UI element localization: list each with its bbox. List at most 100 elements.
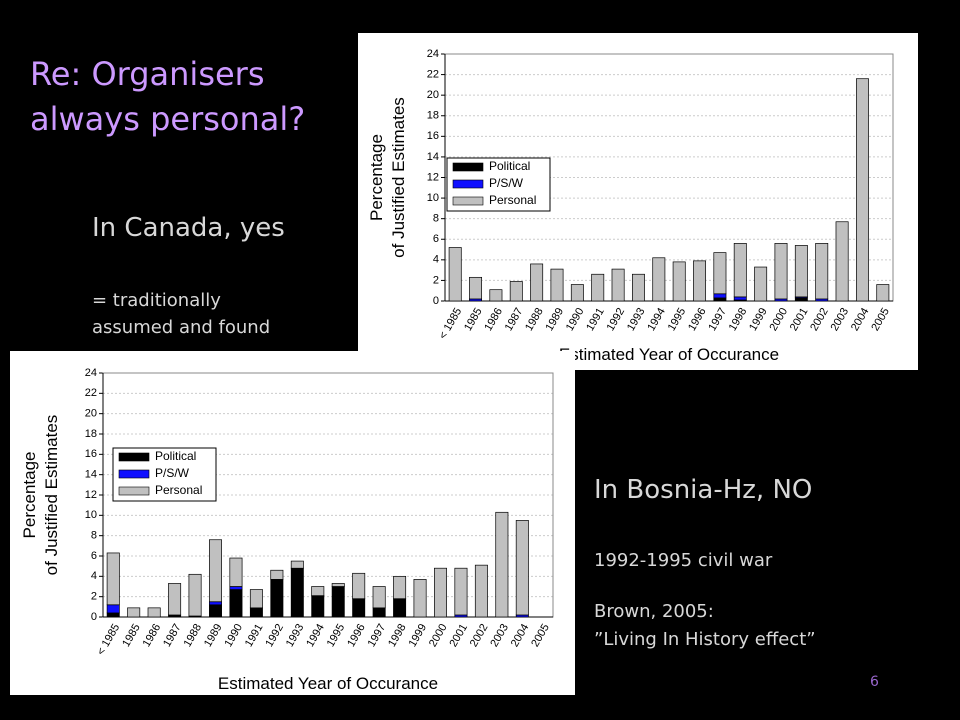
bar-segment [448, 247, 462, 302]
y-tick-label: 4 [91, 570, 97, 582]
y-tick-label: 24 [85, 367, 97, 379]
bar-segment [713, 297, 727, 302]
y-tick-label: 14 [427, 151, 439, 163]
y-tick-label: 0 [91, 611, 97, 623]
y-tick-label: 16 [85, 448, 97, 460]
bar-segment [530, 263, 544, 302]
bar-segment [713, 293, 727, 299]
legend-swatch [118, 486, 150, 496]
bar-segment [372, 607, 386, 618]
y-tick-label: 4 [433, 254, 439, 266]
bar-segment [229, 589, 243, 618]
y-tick-label: 12 [85, 489, 97, 501]
y-tick-label: 18 [427, 110, 439, 122]
legend-swatch [118, 469, 150, 479]
bar-segment [611, 268, 625, 302]
bar-segment [489, 289, 503, 302]
bar-segment [774, 243, 788, 300]
bar-segment [393, 598, 407, 618]
bar-segment [693, 260, 707, 302]
bar-segment [591, 273, 605, 302]
bar-segment [127, 607, 141, 618]
bar-segment [147, 607, 161, 618]
y-tick-label: 6 [91, 550, 97, 562]
heading: In Bosnia-Hz, NO [594, 475, 812, 505]
y-tick-label: 12 [427, 171, 439, 183]
legend-label: P/S/W [155, 466, 190, 480]
bar-segment [713, 252, 727, 295]
bar-segment [393, 575, 407, 600]
bar-segment [331, 586, 345, 618]
y-tick-label: 10 [427, 192, 439, 204]
bar-segment [550, 268, 564, 302]
legend-label: Political [489, 159, 530, 173]
note: Brown, 2005: [594, 601, 714, 622]
bar-segment [733, 296, 747, 301]
bar-segment [733, 243, 747, 298]
bar-segment [290, 567, 304, 618]
legend-label: Personal [489, 193, 536, 207]
bar-segment [270, 569, 284, 580]
y-tick-label: 14 [85, 469, 97, 481]
y-axis-title: Percentage [367, 134, 386, 221]
bar-segment [794, 245, 808, 298]
bar-segment [855, 78, 869, 302]
legend-swatch [452, 162, 484, 172]
legend-swatch [452, 179, 484, 189]
bar-segment [106, 604, 120, 614]
legend-label: P/S/W [489, 176, 524, 190]
y-tick-label: 22 [427, 68, 439, 80]
y-tick-label: 22 [85, 387, 97, 399]
legend-swatch [118, 452, 150, 462]
bar-segment [209, 601, 222, 606]
bar-segment [413, 579, 427, 618]
bar-segment [311, 586, 325, 596]
slide-title: Re: Organisers [30, 55, 265, 93]
bar-segment [106, 552, 120, 606]
bar-segment [209, 604, 222, 618]
note: assumed and found [92, 317, 270, 338]
y-tick-label: 18 [85, 428, 97, 440]
bar-segment [652, 257, 666, 302]
bar-segment [249, 607, 263, 618]
bar-segment [209, 539, 222, 603]
bar-segment [168, 583, 182, 616]
x-axis-title: Estimated Year of Occurance [559, 345, 779, 364]
bar-segment [352, 572, 366, 600]
bar-segment [672, 261, 686, 302]
y-tick-label: 2 [91, 591, 97, 603]
bar-segment [570, 284, 584, 302]
bar-segment [106, 612, 120, 618]
y-tick-label: 20 [85, 408, 97, 420]
note: 1992-1995 civil war [594, 550, 773, 571]
legend-label: Personal [155, 483, 202, 497]
heading: In Canada, yes [92, 213, 285, 243]
bar-segment [454, 567, 468, 616]
bar-segment [754, 266, 768, 302]
bar-segment [331, 583, 345, 587]
bar-segment [188, 573, 202, 617]
x-axis-title: Estimated Year of Occurance [218, 674, 438, 693]
bar-segment [876, 284, 890, 302]
bar-segment [270, 579, 284, 618]
bar-segment [509, 281, 523, 302]
y-tick-label: 10 [85, 509, 97, 521]
legend-label: Political [155, 449, 196, 463]
slide-title: always personal? [30, 100, 305, 138]
y-tick-label: 6 [433, 233, 439, 245]
y-tick-label: 2 [433, 274, 439, 286]
y-tick-label: 24 [427, 48, 439, 60]
y-tick-label: 0 [433, 295, 439, 307]
note: = traditionally [92, 290, 221, 311]
page-number: 6 [870, 674, 879, 690]
bar-segment [352, 598, 366, 618]
bar-segment [229, 557, 243, 587]
y-axis-title: of Justified Estimates [42, 415, 61, 576]
bar-segment [469, 276, 483, 300]
bar-segment [434, 567, 447, 618]
y-tick-label: 20 [427, 89, 439, 101]
bar-segment [372, 586, 386, 609]
y-tick-label: 8 [433, 213, 439, 225]
